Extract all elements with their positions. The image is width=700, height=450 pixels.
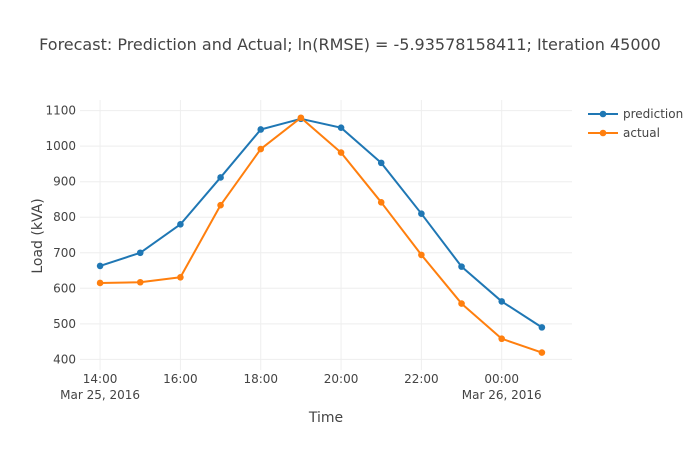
- prediction-line: [99, 117, 543, 329]
- legend-swatch-marker: [599, 129, 607, 137]
- y-axis-ticks: 400 500 600 700 800 900 1000 1100: [45, 104, 76, 367]
- y-tick-label: 1000: [45, 139, 76, 153]
- legend-label: prediction: [623, 107, 683, 121]
- x-axis-title: Time: [308, 410, 343, 426]
- x-tick-date-label: Mar 26, 2016: [462, 388, 542, 402]
- prediction-point: [177, 221, 184, 228]
- x-tick-label: 16:00: [163, 372, 198, 386]
- x-tick-label: 20:00: [324, 372, 359, 386]
- legend-item-prediction[interactable]: prediction: [588, 107, 683, 121]
- prediction-point: [136, 249, 144, 257]
- x-tick-label: 14:00: [83, 372, 118, 386]
- actual-point: [257, 145, 265, 153]
- prediction-point: [217, 174, 224, 181]
- y-tick-label: 800: [53, 210, 76, 224]
- legend-label: actual: [623, 126, 660, 140]
- prediction-point: [96, 262, 104, 270]
- x-axis-ticks: 14:00 Mar 25, 2016 16:00 18:00 20:00 22:00 00:…: [60, 372, 542, 402]
- actual-point: [177, 273, 184, 281]
- actual-point: [538, 349, 546, 356]
- prediction-point: [538, 324, 546, 331]
- legend-swatch-marker: [599, 110, 607, 118]
- actual-point: [297, 114, 305, 122]
- actual-point: [498, 335, 506, 343]
- legend-item-actual[interactable]: actual: [588, 126, 660, 140]
- y-tick-label: 400: [53, 352, 76, 366]
- prediction-point: [377, 159, 385, 167]
- series-actual: [96, 114, 546, 356]
- actual-point: [337, 149, 345, 156]
- actual-point: [458, 300, 465, 307]
- y-tick-label: 500: [53, 317, 76, 331]
- actual-point: [136, 278, 144, 286]
- prediction-point: [257, 126, 265, 133]
- chart-title: Forecast: Prediction and Actual; ln(RMSE…: [39, 35, 661, 54]
- actual-point: [418, 251, 425, 259]
- plot-grid: [80, 100, 572, 370]
- chart-series: [96, 114, 546, 356]
- prediction-point: [498, 298, 506, 305]
- x-tick-label: 00:00: [484, 372, 519, 386]
- y-tick-label: 900: [53, 175, 76, 189]
- prediction-point: [418, 210, 425, 217]
- actual-point: [377, 199, 385, 206]
- prediction-point: [337, 124, 345, 132]
- y-tick-label: 700: [53, 246, 76, 260]
- actual-point: [217, 201, 224, 209]
- prediction-point: [458, 263, 465, 270]
- y-tick-label: 1100: [45, 104, 76, 118]
- y-tick-label: 600: [53, 281, 76, 295]
- legend[interactable]: prediction actual: [588, 107, 683, 140]
- y-axis-title: Load (kVA): [30, 198, 46, 273]
- actual-point: [96, 279, 104, 287]
- x-tick-label: 18:00: [243, 372, 278, 386]
- x-tick-date-label: Mar 25, 2016: [60, 388, 140, 402]
- series-prediction: [96, 115, 546, 331]
- actual-line: [100, 116, 543, 354]
- x-tick-label: 22:00: [404, 372, 439, 386]
